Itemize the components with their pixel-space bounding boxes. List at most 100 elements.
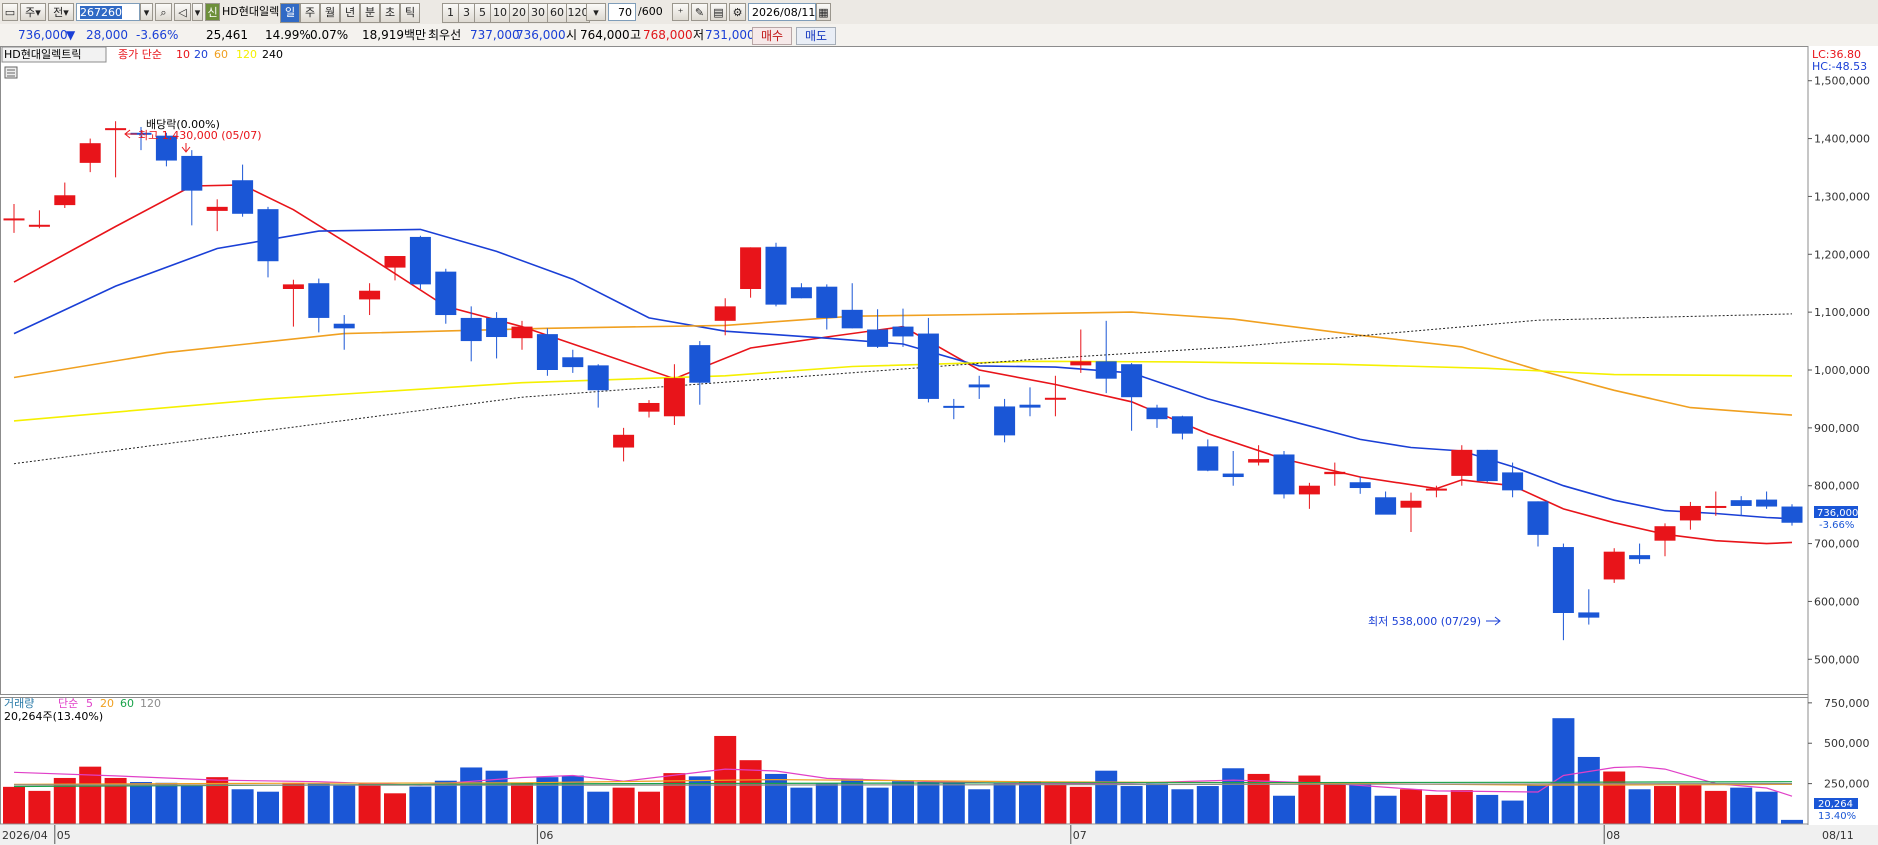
count-input[interactable]: 70 xyxy=(608,3,636,21)
volume-bars xyxy=(3,718,1803,824)
high-annotation: 최고 1,430,000 (05/07) xyxy=(138,129,262,142)
period-tab-0[interactable]: 일 xyxy=(280,3,300,23)
sell-button[interactable]: 매도 xyxy=(796,27,836,45)
interval-button-1[interactable]: 1 xyxy=(442,3,459,23)
candle-body xyxy=(1756,499,1778,507)
candle-body xyxy=(994,406,1016,436)
legend-title-box[interactable] xyxy=(1,46,107,63)
interval-dropdown[interactable]: ▾ xyxy=(586,3,606,21)
candle-body xyxy=(714,306,736,321)
interval-button-20[interactable]: 20 xyxy=(509,3,529,23)
period-tab-4[interactable]: 분 xyxy=(360,3,380,23)
low-label: 저 xyxy=(693,28,705,42)
price-tick-label: 1,500,000 xyxy=(1814,75,1870,88)
volume-bar xyxy=(1781,819,1803,824)
date-input[interactable]: 2026/08/11 xyxy=(748,3,816,21)
type-label: 전 xyxy=(53,6,64,19)
price-tick-label: 800,000 xyxy=(1814,480,1860,493)
candle-body xyxy=(384,256,406,268)
volume-bar xyxy=(1044,784,1067,824)
stock-chart[interactable]: 500,000 600,000 700,000 800,000 900,000 1,000… xyxy=(0,46,1878,845)
volume-bar xyxy=(155,782,178,824)
candle-body xyxy=(689,345,711,383)
save-icon[interactable]: ▤ xyxy=(710,3,727,21)
candle-body xyxy=(1222,473,1244,478)
price-tick-label: 1,200,000 xyxy=(1814,248,1870,261)
buy-button[interactable]: 매수 xyxy=(752,27,792,45)
candle-body xyxy=(1171,416,1193,434)
candle-body xyxy=(1578,612,1600,618)
market-select[interactable]: 주▾ xyxy=(20,3,46,21)
volume-bar xyxy=(53,777,76,824)
volume-bar xyxy=(1425,794,1448,824)
volume-bar xyxy=(257,791,279,824)
interval-button-30[interactable]: 30 xyxy=(528,3,548,23)
table-toggle-icon-lines xyxy=(7,69,15,77)
window-menu-icon[interactable]: ▭ xyxy=(2,3,18,21)
ma-line-60 xyxy=(13,311,1793,416)
speaker-dropdown-icon[interactable]: ▾ xyxy=(192,3,203,21)
type-select[interactable]: 전▾ xyxy=(48,3,74,21)
period-tab-3[interactable]: 년 xyxy=(340,3,360,23)
volume-bar xyxy=(1628,789,1651,824)
tools-icon[interactable]: ✎ xyxy=(691,3,708,21)
current-price: 736,000 xyxy=(18,28,68,42)
candle-body xyxy=(1451,449,1473,476)
volume-bar xyxy=(206,777,229,824)
settings-icon[interactable]: ⚙ xyxy=(729,3,746,21)
volume-last-value: 20,264주(13.40%) xyxy=(4,710,103,723)
volume-bar xyxy=(917,782,940,824)
interval-button-3[interactable]: 3 xyxy=(458,3,475,23)
volume-bar xyxy=(333,785,356,824)
legend-ma-20: 20 xyxy=(194,48,208,61)
dividend-arrow-icon xyxy=(181,143,191,153)
period-tab-2[interactable]: 월 xyxy=(320,3,340,23)
candle-body xyxy=(841,309,863,329)
volume-bar xyxy=(511,782,533,824)
volume-bar xyxy=(231,789,254,824)
speaker-icon[interactable]: ◁ xyxy=(174,3,191,21)
candle-body xyxy=(1019,404,1041,408)
candle-body xyxy=(1552,547,1574,613)
volume-tag-bg xyxy=(1814,798,1858,809)
period-tab-6[interactable]: 틱 xyxy=(400,3,420,23)
calendar-icon[interactable]: ▦ xyxy=(816,3,831,21)
code-input[interactable]: 267260 xyxy=(76,3,140,21)
candle-body xyxy=(460,317,482,342)
legend-ma-120: 120 xyxy=(236,48,257,61)
interval-button-10[interactable]: 10 xyxy=(490,3,510,23)
interval-button-5[interactable]: 5 xyxy=(474,3,491,23)
candle-body xyxy=(663,378,685,417)
candle-body xyxy=(917,333,939,399)
candle-body xyxy=(130,132,152,135)
volume-bar xyxy=(358,782,381,824)
search-icon[interactable]: ⌕ xyxy=(155,3,172,21)
candle-body xyxy=(1197,446,1219,471)
period-tab-5[interactable]: 초 xyxy=(380,3,400,23)
date-axis-bg xyxy=(0,825,1878,845)
volume-tick-label: 500,000 xyxy=(1824,737,1870,750)
volume-bar xyxy=(1095,770,1118,824)
period-tab-1[interactable]: 주 xyxy=(300,3,320,23)
volume-bar xyxy=(434,780,457,824)
volume-bar xyxy=(1171,789,1194,824)
date-tick-label: 06 xyxy=(539,829,553,842)
candle-body xyxy=(28,224,50,227)
interval-button-60[interactable]: 60 xyxy=(547,3,567,23)
candle-body xyxy=(613,434,635,448)
date-tick-label: 05 xyxy=(57,829,71,842)
price-tick-label: 1,400,000 xyxy=(1814,133,1870,146)
volume-value: 25,461 xyxy=(206,28,248,42)
add-indicator-icon[interactable]: ⁺ xyxy=(672,3,689,21)
volume-bar xyxy=(79,766,102,824)
candle-body xyxy=(816,286,838,318)
volume-bar xyxy=(1120,786,1143,824)
price-tick-label: 900,000 xyxy=(1814,422,1860,435)
code-dropdown-icon[interactable]: ▾ xyxy=(140,3,153,21)
candle-body xyxy=(1654,526,1676,541)
interval-buttons: 1 3 5 10 20 30 60 120 xyxy=(442,3,610,23)
volume-bar xyxy=(3,786,25,824)
open-price: 764,000 xyxy=(580,28,630,42)
low-arrow-icon xyxy=(1486,616,1501,626)
